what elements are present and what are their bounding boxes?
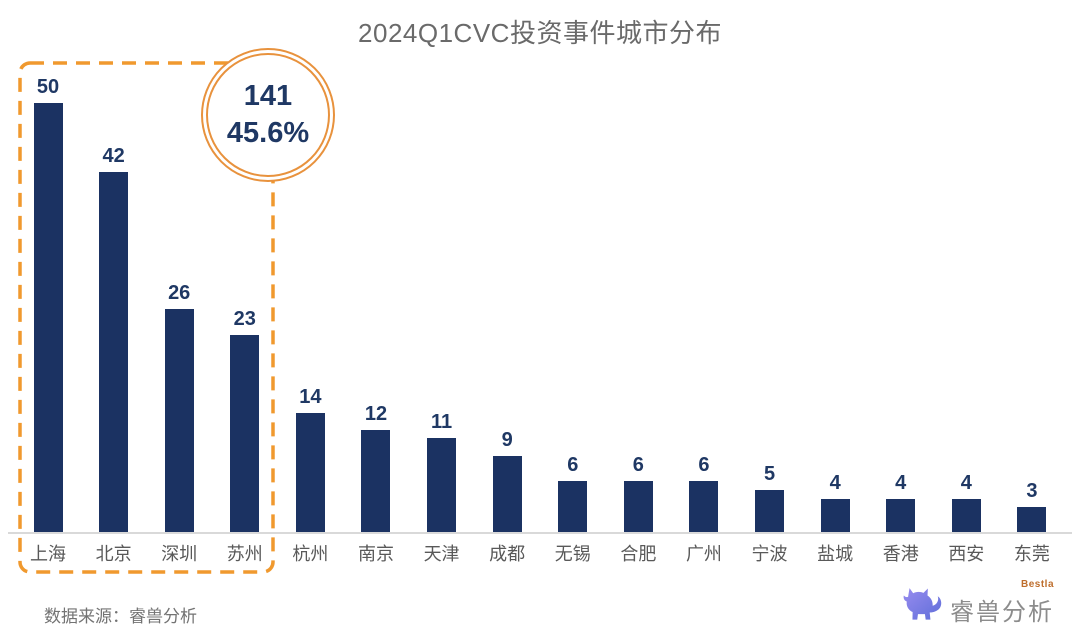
bar (361, 430, 391, 533)
bar-chart: 50 42 26 23 14 12 11 9 6 6 6 5 4 4 4 3 (16, 60, 1064, 533)
x-axis-label: 西安 (948, 544, 985, 564)
x-axis-labels: 上海 北京 深圳 苏州 杭州 南京 天津 成都 无锡 合肥 广州 宁波 盐城 香港 西安 东莞 (16, 544, 1064, 566)
brand-tagline: Bestla (1020, 578, 1054, 590)
bar-column-西安: 4 (934, 473, 998, 533)
bar-value: 50 (36, 76, 60, 98)
summary-total: 141 (243, 80, 293, 113)
x-axis-label: 上海 (30, 544, 66, 564)
bar-column-天津: 11 (410, 412, 474, 533)
bar-column-广州: 6 (672, 455, 736, 533)
bar-value: 6 (567, 454, 579, 476)
x-axis-label: 杭州 (292, 544, 329, 564)
x-axis-label: 宁波 (751, 544, 788, 564)
brand-logo: Bestla 睿兽分析 (900, 579, 1054, 628)
bar-column-东莞: 3 (1000, 481, 1064, 533)
x-axis-label: 深圳 (161, 544, 198, 564)
bar (951, 499, 981, 533)
bar-value: 26 (168, 282, 191, 304)
bar (558, 481, 588, 533)
x-axis-label: 无锡 (554, 544, 591, 564)
bar (427, 438, 457, 533)
x-axis-label: 南京 (357, 544, 394, 564)
brand-name: 睿兽分析 (950, 598, 1054, 626)
bar (1017, 507, 1047, 533)
bar-column-盐城: 4 (803, 473, 867, 533)
bar-value: 4 (829, 472, 841, 494)
bar-value: 6 (632, 454, 644, 476)
bar-column-苏州: 23 (213, 309, 277, 533)
bar (164, 309, 194, 533)
bar-column-无锡: 6 (541, 455, 605, 533)
bar-value: 11 (430, 411, 453, 433)
bar-column-南京: 12 (344, 404, 408, 533)
bar (886, 499, 916, 533)
bar-column-成都: 9 (475, 430, 539, 533)
bar-column-上海: 50 (16, 77, 80, 533)
chart-title: 2024Q1CVC投资事件城市分布 (358, 18, 722, 48)
bar (33, 103, 63, 533)
summary-badge-inner-ring: 141 45.6% (206, 53, 330, 177)
x-axis-label: 广州 (685, 544, 722, 564)
bar (492, 456, 522, 533)
source-note: 数据来源：睿兽分析 (44, 607, 197, 626)
bar (99, 172, 129, 533)
bar-value: 6 (698, 454, 710, 476)
bar-column-杭州: 14 (278, 387, 342, 533)
x-axis-label: 盐城 (817, 544, 854, 564)
bar (689, 481, 719, 533)
x-axis-label: 东莞 (1013, 544, 1050, 564)
x-axis-label: 天津 (423, 544, 460, 564)
bar-value: 4 (895, 472, 907, 494)
brand-text: Bestla 睿兽分析 (950, 579, 1054, 627)
summary-badge: 141 45.6% (201, 48, 335, 182)
bar-column-北京: 42 (82, 146, 146, 533)
bar-value: 42 (102, 145, 125, 167)
bar-value: 5 (763, 463, 776, 485)
bar-value: 4 (960, 472, 972, 494)
x-axis-line (8, 532, 1072, 534)
bar (230, 335, 260, 533)
bar-value: 12 (364, 403, 388, 425)
bar-column-合肥: 6 (606, 455, 670, 533)
bar-value: 14 (299, 386, 322, 408)
summary-share: 45.6% (226, 117, 310, 149)
bar-value: 9 (501, 429, 513, 451)
bar-column-宁波: 5 (738, 464, 802, 533)
x-axis-label: 苏州 (226, 544, 263, 564)
x-axis-label: 成都 (489, 544, 526, 564)
bar-column-深圳: 26 (147, 283, 211, 533)
x-axis-label: 合肥 (620, 544, 657, 564)
bar-value: 23 (233, 308, 256, 330)
x-axis-label: 北京 (95, 544, 132, 564)
bar-value: 3 (1026, 480, 1038, 502)
bar (295, 413, 325, 533)
bar (820, 499, 850, 533)
bar (755, 490, 785, 533)
bar (623, 481, 653, 533)
x-axis-label: 香港 (882, 544, 919, 564)
beast-icon (903, 588, 942, 620)
bar-column-香港: 4 (869, 473, 933, 533)
